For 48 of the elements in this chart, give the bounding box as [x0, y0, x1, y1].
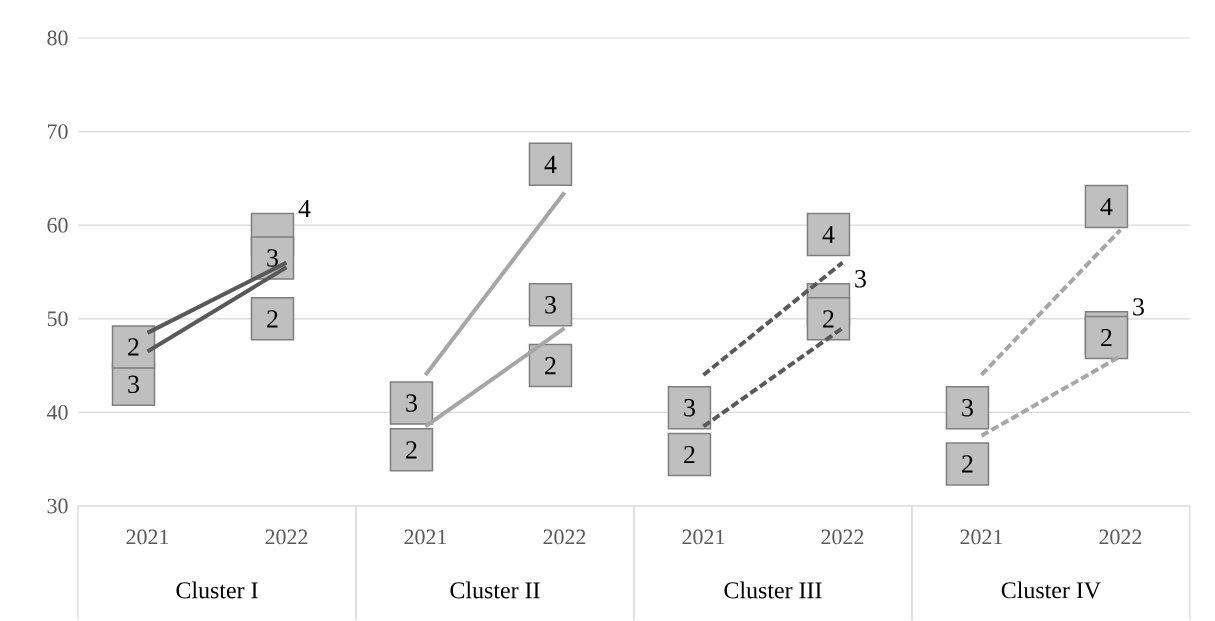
- point: [945, 385, 990, 430]
- series-label: 2: [406, 441, 417, 459]
- text: 4: [822, 226, 835, 244]
- x-tick-label: 2022: [821, 529, 864, 545]
- text: 2: [545, 357, 556, 375]
- x-tick-label: 2021: [404, 529, 447, 545]
- text: 2: [823, 310, 834, 328]
- point: [111, 325, 156, 369]
- text: 3: [267, 249, 278, 267]
- text: 3: [545, 296, 556, 314]
- text: Cluster III: [724, 581, 822, 599]
- text: 3: [406, 394, 417, 412]
- text: 2: [128, 338, 139, 356]
- point: [945, 442, 990, 486]
- x-tick-label: 2021: [960, 529, 1003, 545]
- text: 2: [267, 310, 278, 328]
- y-tick-label: 50: [47, 311, 68, 327]
- y-tick-label: 70: [48, 124, 68, 139]
- x-tick-label: 2022: [1099, 529, 1142, 545]
- text: 4: [1100, 197, 1113, 215]
- text: 3: [962, 399, 973, 417]
- x-tick-label: 2022: [265, 529, 308, 545]
- text: Cluster IV: [1001, 581, 1101, 599]
- text: 3: [128, 375, 139, 394]
- text: 3: [1133, 298, 1144, 316]
- x-tick-label: 2021: [682, 529, 725, 545]
- point: [667, 385, 712, 430]
- text: Cluster I: [176, 581, 258, 599]
- point: [806, 297, 851, 341]
- point: [389, 428, 434, 472]
- series-label: 4: [298, 200, 311, 218]
- text: Cluster II: [450, 581, 540, 599]
- x-tick-label: 2021: [126, 529, 169, 545]
- y-tick-label: 30: [47, 498, 68, 514]
- text: 2: [684, 445, 695, 464]
- y-tick-label: 80: [47, 30, 68, 46]
- text: 3: [684, 399, 695, 417]
- point: [528, 343, 573, 388]
- point: [528, 283, 573, 327]
- point: [389, 381, 434, 425]
- text: 2: [962, 455, 973, 473]
- x-tick-label: 2022: [543, 529, 586, 545]
- point: [667, 432, 712, 477]
- text: 4: [544, 155, 557, 173]
- y-tick-label: 40: [46, 405, 68, 420]
- series-label: 3: [855, 270, 866, 288]
- y-tick-label: 60: [47, 217, 68, 233]
- point: [250, 297, 295, 341]
